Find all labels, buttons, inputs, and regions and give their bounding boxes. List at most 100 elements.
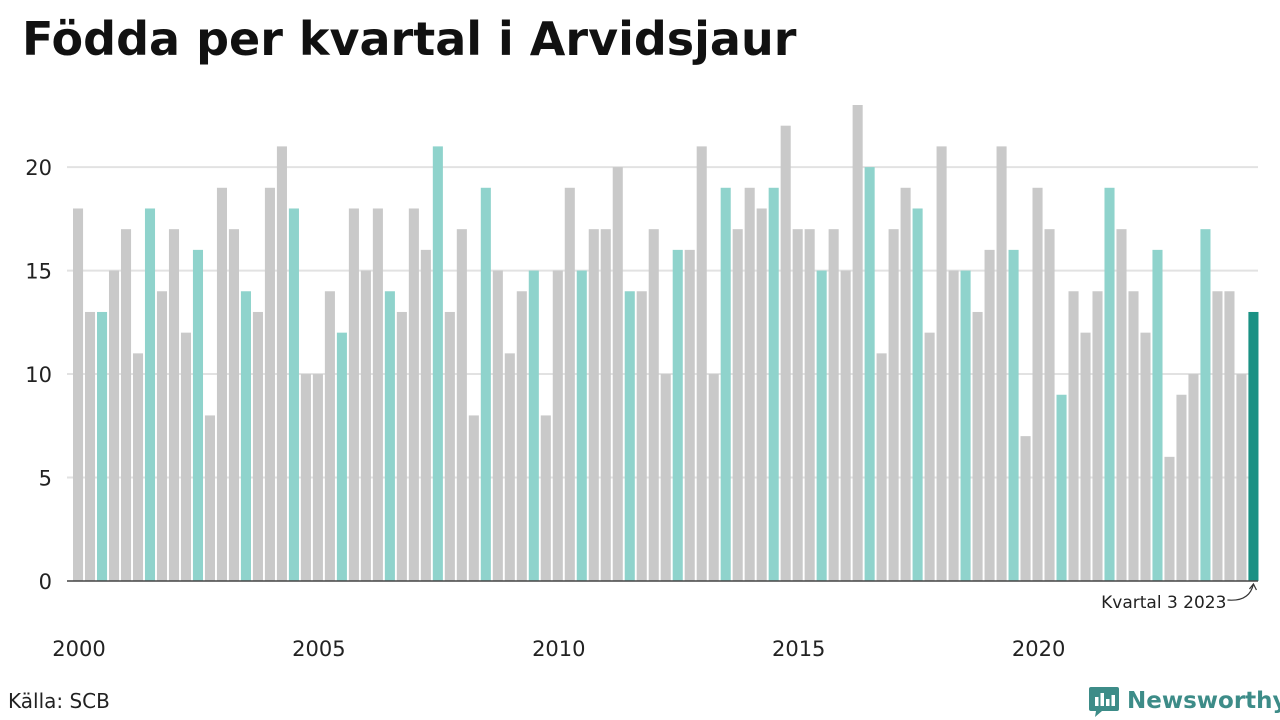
bar (816, 270, 827, 581)
bar (672, 249, 683, 581)
bar (120, 229, 132, 582)
bar (492, 270, 503, 581)
bar (1152, 249, 1163, 581)
bar (108, 270, 120, 581)
bar (612, 167, 623, 581)
y-axis-ticks: 0 5 10 15 20 (25, 156, 52, 594)
bar (516, 291, 527, 581)
bar (768, 187, 779, 581)
x-tick-label: 2005 (292, 637, 345, 661)
bar (73, 208, 84, 582)
bar (264, 187, 275, 581)
newsworthy-logo-icon (1089, 687, 1119, 717)
bar (348, 208, 359, 582)
x-axis-ticks: 2000 2005 2010 2015 2020 (52, 637, 1065, 661)
bar (396, 311, 407, 581)
bar (1068, 291, 1079, 581)
bar (792, 229, 803, 582)
bar (864, 167, 875, 581)
bar (360, 270, 371, 581)
chart-title: Födda per kvartal i Arvidsjaur (22, 12, 797, 66)
bar (480, 187, 491, 581)
bar (624, 291, 635, 581)
bars (73, 105, 1259, 582)
bar (504, 353, 515, 581)
x-tick-label: 2020 (1012, 637, 1065, 661)
bar (216, 187, 227, 581)
bar (696, 146, 707, 581)
bar (1080, 332, 1091, 581)
bar (1176, 394, 1187, 581)
bar (1044, 229, 1055, 582)
bar (288, 208, 299, 582)
y-tick-label: 15 (25, 260, 52, 284)
bar (840, 270, 851, 581)
bar (384, 291, 395, 581)
bar (336, 332, 347, 581)
bar (648, 229, 659, 582)
brand-name: Newsworthy (1127, 688, 1280, 714)
y-tick-label: 20 (25, 156, 52, 180)
bar (1248, 311, 1259, 581)
bar (228, 229, 239, 582)
bar (552, 270, 563, 581)
bar (828, 229, 839, 582)
bar (780, 125, 791, 581)
bar (456, 229, 467, 582)
y-tick-label: 0 (39, 570, 52, 594)
bar (432, 146, 443, 581)
bar (444, 311, 455, 581)
bar (1140, 332, 1151, 581)
bar (1236, 374, 1247, 581)
bar (1056, 394, 1067, 581)
bar (1116, 229, 1127, 582)
bar (564, 187, 575, 581)
bar (420, 249, 431, 581)
bar (84, 311, 96, 581)
bar (312, 374, 323, 581)
bar (684, 249, 695, 581)
bar (600, 229, 611, 582)
bar (1092, 291, 1103, 581)
bar (1200, 229, 1211, 582)
bar (588, 229, 599, 582)
bar (276, 146, 287, 581)
bar (744, 187, 755, 581)
bar (804, 229, 815, 582)
bar (180, 332, 192, 581)
bar (708, 374, 719, 581)
x-tick-label: 2015 (772, 637, 825, 661)
bar (1164, 456, 1175, 581)
bar (540, 415, 551, 581)
bar (732, 229, 743, 582)
bar (972, 311, 983, 581)
bar (936, 146, 947, 581)
bar (924, 332, 935, 581)
bar (1128, 291, 1139, 581)
bar (1104, 187, 1115, 581)
bar (168, 229, 180, 582)
bar (720, 187, 731, 581)
bar (948, 270, 959, 581)
bar (468, 415, 479, 581)
bar (324, 291, 335, 581)
bar (900, 187, 911, 581)
bar (1020, 436, 1031, 581)
bar (252, 311, 263, 581)
brand-logo: Newsworthy (1088, 684, 1280, 718)
x-tick-label: 2010 (532, 637, 585, 661)
bar (1032, 187, 1043, 581)
bar (204, 415, 215, 581)
bar (912, 208, 923, 582)
bar (1188, 374, 1199, 581)
bar (144, 208, 156, 582)
bar (996, 146, 1007, 581)
bar (372, 208, 383, 582)
x-tick-label: 2000 (52, 637, 105, 661)
bar (528, 270, 539, 581)
bar (1224, 291, 1235, 581)
bar (756, 208, 767, 582)
bar (192, 249, 204, 581)
bar (132, 353, 144, 581)
